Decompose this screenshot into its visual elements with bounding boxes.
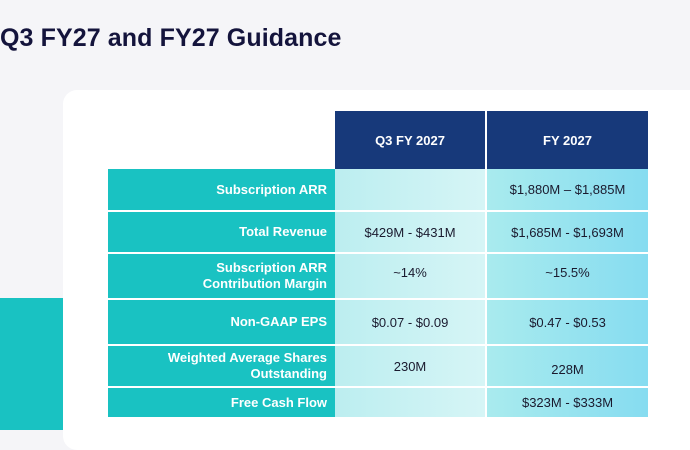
row-label-non-gaap-eps: Non-GAAP EPS [108, 299, 335, 346]
header-corner-blank [108, 111, 335, 169]
table-row: Subscription ARR $1,880M – $1,885M [108, 169, 648, 212]
row-label-text: Non-GAAP EPS [230, 314, 327, 329]
table-row: Non-GAAP EPS $0.07 - $0.09 $0.47 - $0.53 [108, 299, 648, 346]
fy-value-free-cash-flow: $323M - $333M [486, 387, 648, 417]
row-label-text: Total Revenue [239, 224, 327, 239]
column-header-q3: Q3 FY 2027 [335, 111, 487, 169]
q3-value-contribution-margin: ~14% [335, 253, 487, 300]
row-label-text: Free Cash Flow [230, 394, 327, 410]
row-label-text: Weighted Average Shares Outstanding [167, 350, 327, 381]
row-label-contribution-margin: Subscription ARR Contribution Margin [108, 253, 335, 300]
slide-title: Q3 FY27 and FY27 Guidance [0, 24, 342, 52]
table-header-row: Q3 FY 2027 FY 2027 [108, 111, 648, 169]
guidance-table: Q3 FY 2027 FY 2027 Subscription ARR $1,8… [108, 111, 648, 417]
q3-value-non-gaap-eps: $0.07 - $0.09 [335, 299, 487, 346]
table-row: Free Cash Flow $323M - $333M [108, 387, 648, 417]
fy-value-subscription-arr: $1,880M – $1,885M [486, 169, 648, 212]
fy-value-total-revenue: $1,685M - $1,693M [486, 211, 648, 254]
row-label-text: Subscription ARR [216, 181, 327, 197]
fy-value-weighted-shares: 228M [486, 345, 648, 388]
row-label-total-revenue: Total Revenue [108, 211, 335, 254]
row-label-subscription-arr: Subscription ARR [108, 169, 335, 212]
row-label-free-cash-flow: Free Cash Flow [108, 387, 335, 417]
q3-value-subscription-arr [335, 169, 487, 212]
row-label-weighted-shares: Weighted Average Shares Outstanding [108, 345, 335, 388]
row-label-text: Subscription ARR Contribution Margin [202, 260, 327, 291]
table-row: Subscription ARR Contribution Margin ~14… [108, 253, 648, 300]
fy-value-contribution-margin: ~15.5% [486, 253, 648, 300]
column-header-fy: FY 2027 [486, 111, 648, 169]
q3-value-weighted-shares: 230M [335, 345, 487, 388]
table-row: Total Revenue $429M - $431M $1,685M - $1… [108, 211, 648, 254]
table-row: Weighted Average Shares Outstanding 230M… [108, 345, 648, 388]
q3-value-free-cash-flow [335, 387, 487, 417]
q3-value-total-revenue: $429M - $431M [335, 211, 487, 254]
fy-value-non-gaap-eps: $0.47 - $0.53 [486, 299, 648, 346]
teal-accent-bar [0, 298, 63, 430]
